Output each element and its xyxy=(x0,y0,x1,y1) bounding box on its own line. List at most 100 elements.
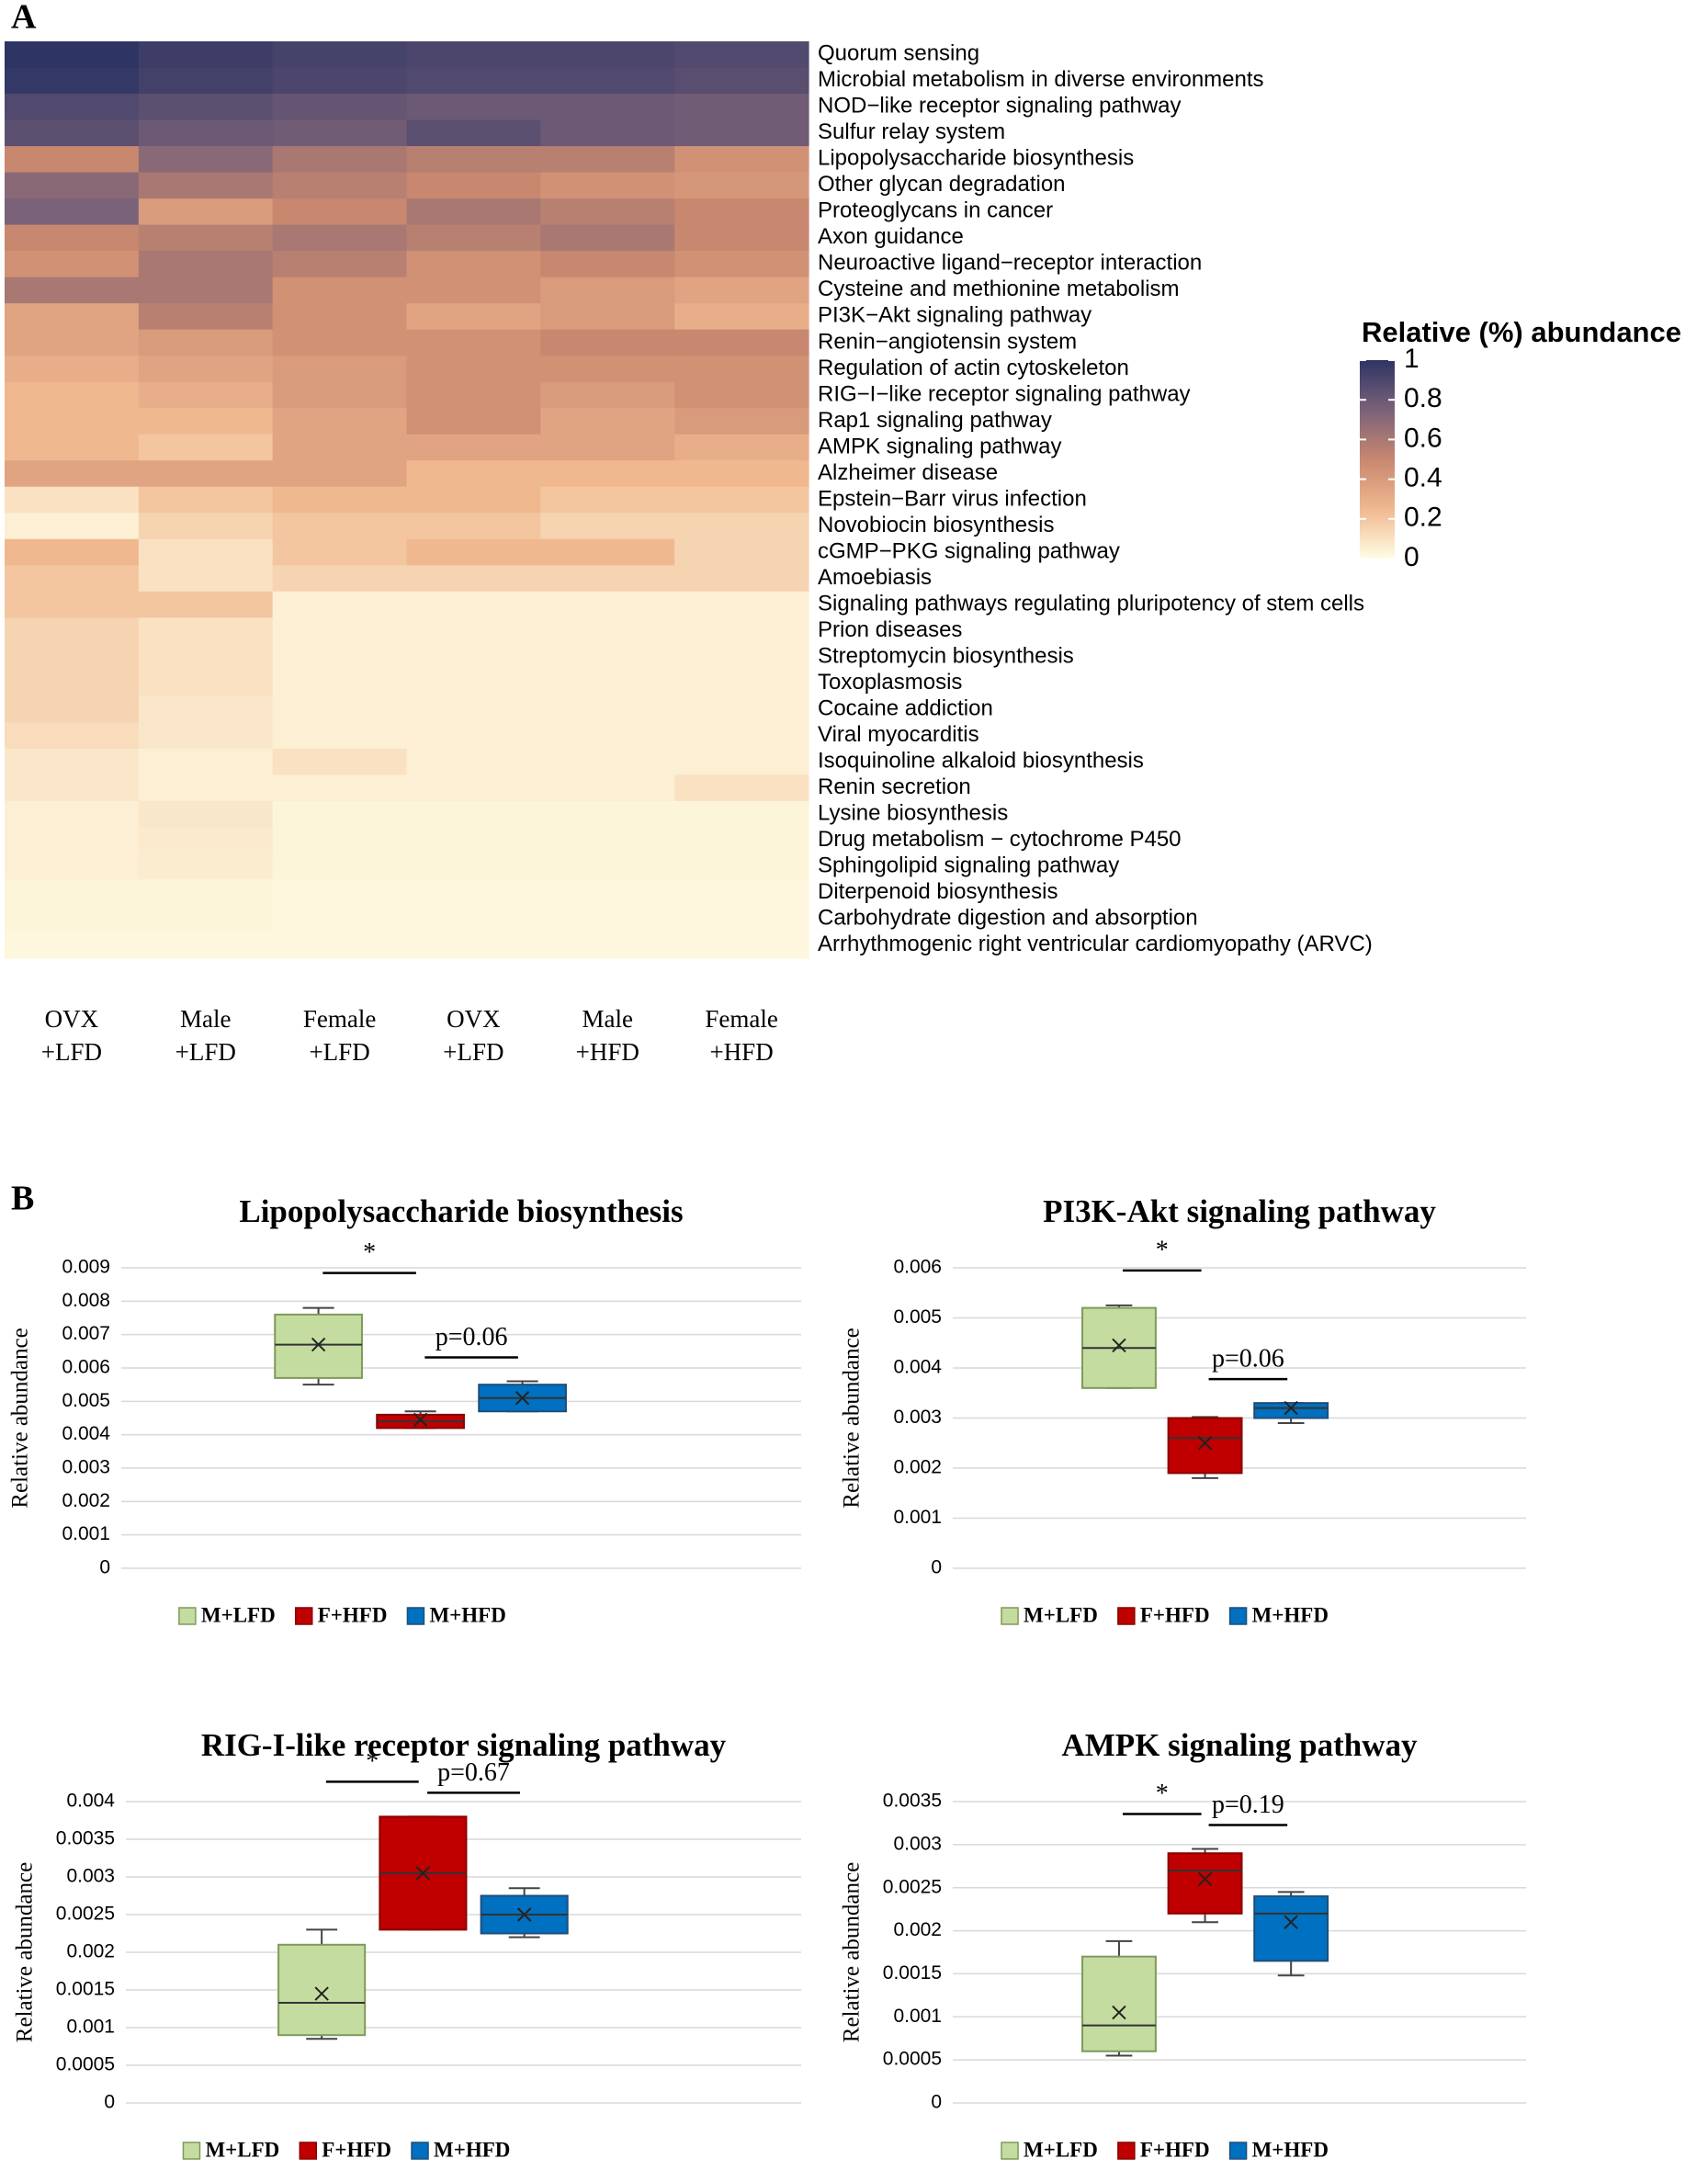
mean-marker xyxy=(314,1986,329,2001)
row-label: RIG−I−like receptor signaling pathway xyxy=(818,381,1191,406)
heatmap-cell xyxy=(5,670,140,697)
heatmap-cell xyxy=(272,879,408,907)
y-tick-label: 0.006 xyxy=(62,1357,110,1378)
mean-marker xyxy=(1197,1871,1213,1887)
mean-marker xyxy=(1112,1338,1126,1353)
y-tick-label: 0.0025 xyxy=(883,1876,942,1897)
heatmap-cell xyxy=(406,748,541,775)
heatmap-cell xyxy=(674,460,809,488)
heatmap-cell xyxy=(540,774,675,802)
heatmap-cell xyxy=(674,565,809,593)
colorbar-tick-label: 0.2 xyxy=(1404,503,1442,533)
heatmap-cell xyxy=(674,172,809,199)
heatmap-cell xyxy=(406,224,541,252)
heatmap-cell xyxy=(272,198,408,226)
row-label: Sulfur relay system xyxy=(818,119,1005,144)
heatmap-cell xyxy=(674,827,809,854)
heatmap-cell xyxy=(674,905,809,933)
heatmap-cell xyxy=(5,695,140,723)
heatmap-cell xyxy=(674,879,809,907)
row-label: Neuroactive ligand−receptor interaction xyxy=(818,251,1202,276)
heatmap-cell xyxy=(138,643,274,671)
heatmap-cell xyxy=(5,643,140,671)
heatmap-cell xyxy=(272,277,408,304)
heatmap-cell xyxy=(5,224,140,252)
heatmap-cell xyxy=(406,565,541,593)
y-tick-label: 0.003 xyxy=(893,1833,942,1854)
heatmap-cell xyxy=(674,853,809,881)
heatmap-cell xyxy=(5,905,140,933)
heatmap-cell xyxy=(674,932,809,959)
heatmap-cell xyxy=(540,513,675,540)
heatmap-cell xyxy=(406,617,541,645)
heatmap-cell xyxy=(540,277,675,304)
heatmap-cell xyxy=(674,408,809,435)
heatmap-cell xyxy=(674,251,809,278)
heatmap-cell xyxy=(138,722,274,750)
row-label: AMPK signaling pathway xyxy=(818,434,1061,458)
legend-label: M+LFD xyxy=(201,1603,276,1626)
legend-label: M+LFD xyxy=(205,2138,279,2161)
column-label: OVX xyxy=(447,1005,501,1033)
heatmap-cell xyxy=(272,617,408,645)
heatmap-cell xyxy=(406,513,541,540)
y-tick-label: 0.0005 xyxy=(883,2049,942,2070)
heatmap-cell xyxy=(674,67,809,95)
heatmap-cell xyxy=(272,486,408,514)
heatmap-cell xyxy=(138,617,274,645)
panel-label: B xyxy=(11,1180,34,1218)
heatmap-cell xyxy=(674,94,809,121)
colorbar-tick-label: 0 xyxy=(1404,542,1420,572)
heatmap-cell xyxy=(406,591,541,618)
heatmap-cell xyxy=(272,329,408,356)
heatmap-cell xyxy=(674,591,809,618)
row-label: Streptomycin biosynthesis xyxy=(818,643,1074,668)
heatmap-cell xyxy=(406,695,541,723)
heatmap-cell xyxy=(540,722,675,750)
row-label: Regulation of actin cytoskeleton xyxy=(818,356,1129,380)
heatmap-cell xyxy=(406,172,541,199)
heatmap-cell xyxy=(272,853,408,881)
y-tick-label: 0.002 xyxy=(893,1457,942,1478)
row-label: Novobiocin biosynthesis xyxy=(818,513,1054,537)
row-label: cGMP−PKG signaling pathway xyxy=(818,538,1120,563)
y-tick-label: 0.007 xyxy=(62,1323,110,1344)
heatmap-cell xyxy=(138,513,274,540)
y-tick-label: 0.004 xyxy=(62,1423,110,1444)
heatmap-cell xyxy=(5,94,140,121)
y-tick-label: 0.001 xyxy=(893,2006,942,2027)
row-label: Amoebiasis xyxy=(818,565,932,590)
y-axis-label: Relative abundance xyxy=(840,1328,865,1508)
heatmap-cell xyxy=(138,356,274,383)
heatmap-cell xyxy=(272,748,408,775)
heatmap-cell xyxy=(540,119,675,147)
heatmap-cell xyxy=(138,94,274,121)
legend-label: M+HFD xyxy=(429,1603,505,1626)
heatmap-cell xyxy=(406,41,541,69)
legend-swatch xyxy=(406,1607,425,1625)
heatmap-cell xyxy=(540,748,675,775)
heatmap-cell xyxy=(272,591,408,618)
heatmap-cell xyxy=(540,356,675,383)
row-label: Axon guidance xyxy=(818,224,964,249)
heatmap-cell xyxy=(540,408,675,435)
heatmap-cell xyxy=(138,565,274,593)
y-tick-label: 0.003 xyxy=(62,1457,110,1478)
heatmap-cell xyxy=(138,853,274,881)
heatmap-cell xyxy=(540,460,675,488)
box xyxy=(1253,1895,1329,1962)
heatmap-cell xyxy=(5,513,140,540)
heatmap-cell xyxy=(406,303,541,331)
row-label: Renin secretion xyxy=(818,774,971,799)
heatmap-cell xyxy=(406,670,541,697)
heatmap-cell xyxy=(406,434,541,461)
legend-swatch xyxy=(1001,2142,1019,2160)
row-label: Diterpenoid biosynthesis xyxy=(818,879,1058,904)
legend-label: M+HFD xyxy=(1252,1603,1329,1626)
heatmap-cell xyxy=(674,722,809,750)
chart-title: AMPK signaling pathway xyxy=(1062,1727,1418,1763)
heatmap-cell xyxy=(5,853,140,881)
heatmap-cell xyxy=(5,800,140,829)
heatmap-cell xyxy=(406,356,541,383)
significance-label: * xyxy=(366,1747,379,1776)
